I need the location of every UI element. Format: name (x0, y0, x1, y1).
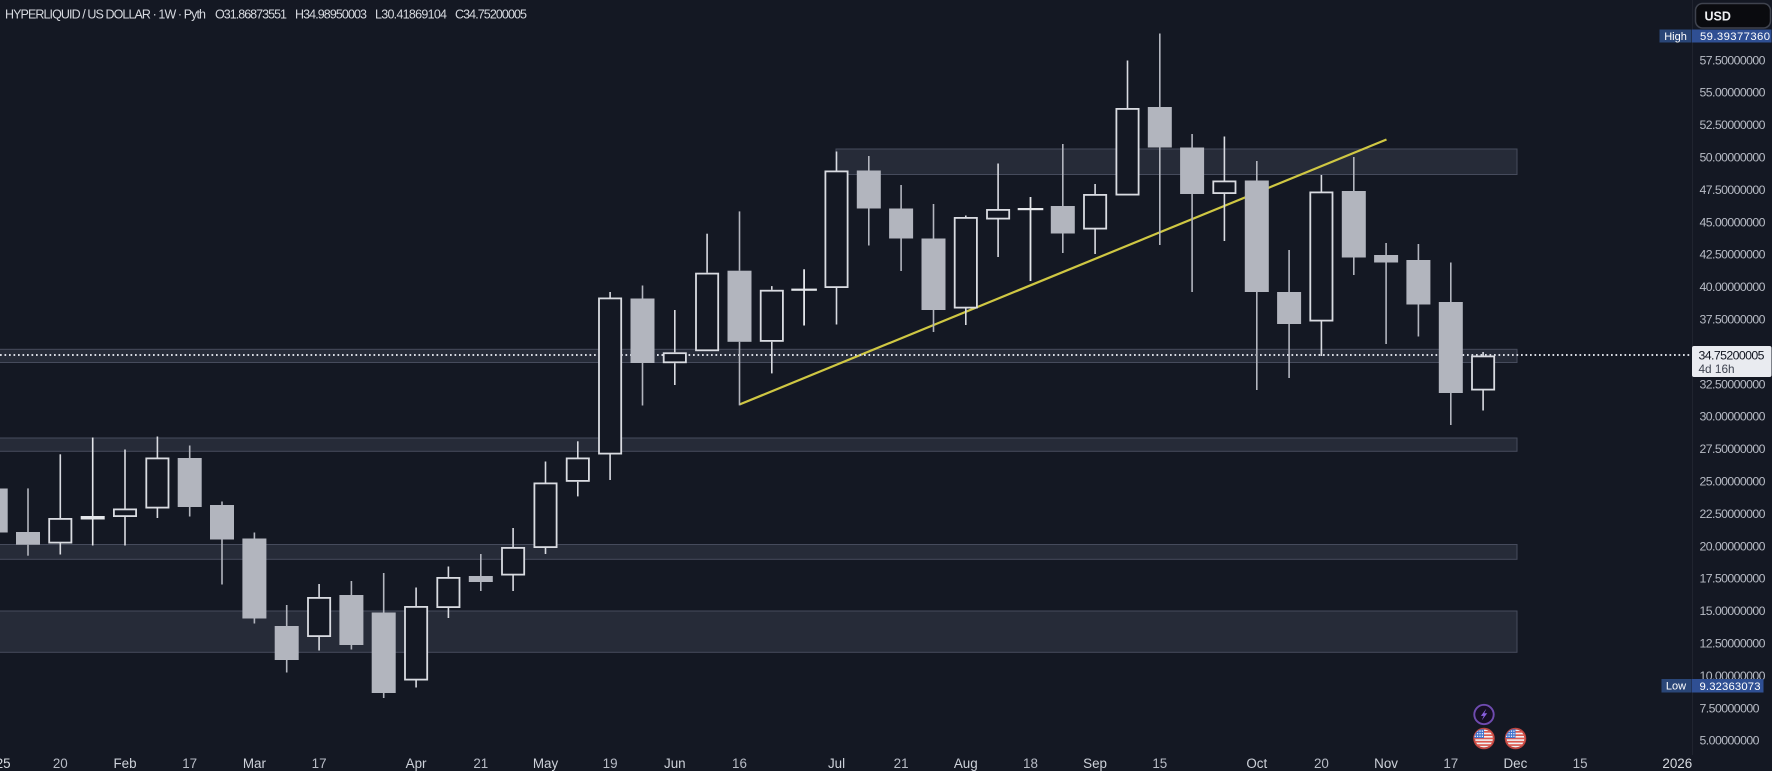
svg-text:High: High (1664, 31, 1687, 43)
svg-text:2025: 2025 (0, 756, 11, 771)
svg-text:Jun: Jun (664, 756, 686, 771)
svg-text:Sep: Sep (1083, 756, 1107, 771)
svg-text:C34.75200005: C34.75200005 (455, 8, 527, 22)
svg-text:32.50000000: 32.50000000 (1700, 377, 1766, 391)
svg-text:15: 15 (1152, 756, 1167, 771)
svg-text:5.00000000: 5.00000000 (1700, 734, 1760, 748)
svg-text:37.50000000: 37.50000000 (1700, 313, 1766, 327)
svg-text:16: 16 (732, 756, 747, 771)
svg-text:Nov: Nov (1374, 756, 1398, 771)
svg-text:30.00000000: 30.00000000 (1700, 410, 1766, 424)
svg-text:34.75200005: 34.75200005 (1699, 349, 1765, 363)
svg-text:55.00000000: 55.00000000 (1700, 86, 1766, 100)
svg-text:20.00000000: 20.00000000 (1700, 539, 1766, 553)
svg-text:17.50000000: 17.50000000 (1700, 572, 1766, 586)
svg-text:57.50000000: 57.50000000 (1700, 53, 1766, 67)
svg-text:45.00000000: 45.00000000 (1700, 215, 1766, 229)
svg-text:22.50000000: 22.50000000 (1700, 507, 1766, 521)
svg-text:4d 16h: 4d 16h (1699, 362, 1735, 376)
svg-text:27.50000000: 27.50000000 (1700, 442, 1766, 456)
svg-text:HYPERLIQUID / US DOLLAR · 1W ·: HYPERLIQUID / US DOLLAR · 1W · Pyth (5, 8, 206, 22)
svg-text:20: 20 (1314, 756, 1329, 771)
svg-text:2026: 2026 (1662, 756, 1692, 771)
svg-text:May: May (533, 756, 559, 771)
svg-text:Apr: Apr (406, 756, 427, 771)
svg-text:17: 17 (1443, 756, 1458, 771)
svg-text:21: 21 (473, 756, 488, 771)
svg-text:Jul: Jul (828, 756, 845, 771)
svg-text:Low: Low (1666, 681, 1686, 693)
svg-text:18: 18 (1023, 756, 1038, 771)
svg-text:25.00000000: 25.00000000 (1700, 475, 1766, 489)
svg-text:59.39377360: 59.39377360 (1700, 31, 1770, 43)
svg-text:19: 19 (603, 756, 618, 771)
svg-text:H34.98950003: H34.98950003 (295, 8, 367, 22)
svg-text:52.50000000: 52.50000000 (1700, 118, 1766, 132)
svg-text:Dec: Dec (1503, 756, 1527, 771)
svg-text:47.50000000: 47.50000000 (1700, 183, 1766, 197)
svg-text:O31.86873551: O31.86873551 (215, 8, 287, 22)
svg-text:15: 15 (1573, 756, 1588, 771)
svg-text:20: 20 (53, 756, 68, 771)
svg-text:42.50000000: 42.50000000 (1700, 248, 1766, 262)
svg-text:17: 17 (312, 756, 327, 771)
svg-text:Oct: Oct (1246, 756, 1267, 771)
svg-text:USD: USD (1705, 10, 1731, 24)
svg-text:Aug: Aug (954, 756, 978, 771)
svg-text:15.00000000: 15.00000000 (1700, 604, 1766, 618)
svg-text:Mar: Mar (243, 756, 267, 771)
svg-text:Feb: Feb (113, 756, 136, 771)
svg-text:12.50000000: 12.50000000 (1700, 637, 1766, 651)
svg-text:21: 21 (894, 756, 909, 771)
svg-text:9.32363073: 9.32363073 (1700, 681, 1761, 693)
svg-text:17: 17 (182, 756, 197, 771)
svg-text:7.50000000: 7.50000000 (1700, 701, 1760, 715)
svg-text:40.00000000: 40.00000000 (1700, 280, 1766, 294)
svg-text:L30.41869104: L30.41869104 (375, 8, 447, 22)
svg-text:50.00000000: 50.00000000 (1700, 151, 1766, 165)
